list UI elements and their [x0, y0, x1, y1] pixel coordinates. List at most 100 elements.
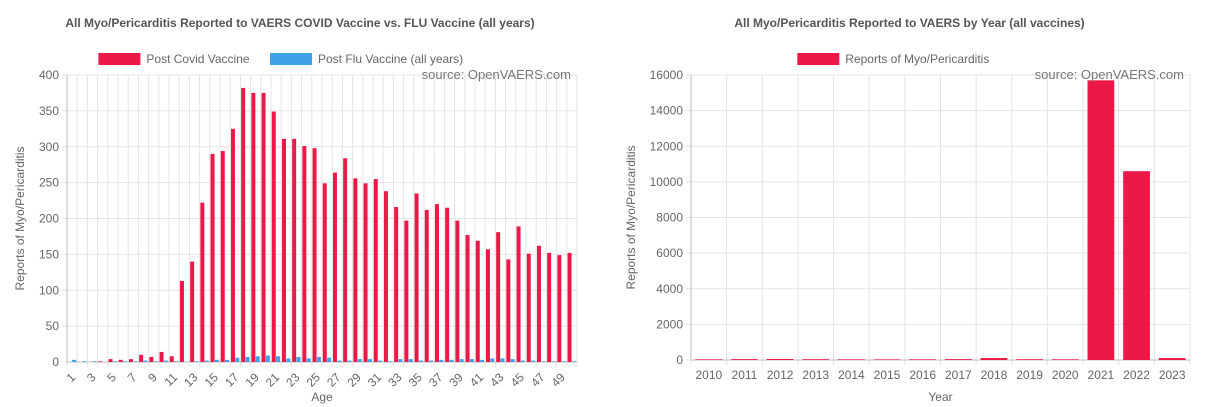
bar: [312, 148, 317, 362]
bar: [404, 220, 409, 362]
bar: [261, 92, 266, 362]
bar: [133, 361, 138, 362]
bar: [838, 359, 865, 360]
legend-label: Post Flu Vaccine (all years): [318, 52, 463, 66]
bar: [531, 360, 536, 362]
bar: [245, 356, 250, 362]
bar: [194, 361, 199, 362]
bar: [408, 359, 413, 362]
x-tick-label: 2014: [838, 368, 865, 382]
y-tick-label: 100: [39, 283, 59, 297]
legend-label: Post Covid Vaccine: [146, 52, 249, 66]
legend-swatch: [270, 53, 312, 65]
bar: [163, 360, 168, 362]
bar: [571, 361, 576, 362]
bar: [455, 220, 460, 362]
x-tick-label: 2019: [1016, 368, 1043, 382]
bar: [383, 191, 388, 362]
y-axis-title: Reports of Myo/Pericarditis: [13, 146, 27, 290]
bar: [418, 360, 423, 362]
x-tick-label: 41: [467, 370, 487, 390]
x-tick-label: 7: [125, 370, 140, 385]
legend-swatch: [98, 53, 141, 65]
bar: [1051, 359, 1079, 360]
bar: [465, 235, 470, 362]
x-tick-label: 23: [283, 370, 303, 390]
bar: [306, 358, 311, 362]
bar: [414, 193, 419, 362]
bar: [873, 359, 901, 360]
x-tick-label: 45: [508, 370, 528, 390]
bar: [490, 358, 495, 362]
bar: [695, 359, 723, 360]
bar: [485, 249, 490, 362]
bar: [496, 232, 501, 362]
bar: [434, 204, 439, 362]
x-tick-label: 9: [145, 370, 160, 385]
y-tick-label: 6000: [656, 246, 683, 260]
x-tick-label: 37: [426, 370, 446, 390]
y-tick-label: 50: [46, 319, 60, 333]
x-tick-label: 31: [365, 370, 385, 390]
x-tick-label: 2022: [1123, 368, 1150, 382]
source-annotation: source: OpenVAERS.com: [422, 67, 571, 82]
bar: [322, 183, 327, 362]
bar: [276, 356, 281, 362]
y-tick-label: 300: [39, 140, 59, 154]
y-tick-label: 200: [39, 212, 59, 226]
bar: [210, 153, 215, 362]
bar: [92, 361, 97, 362]
bar: [347, 360, 352, 362]
x-tick-label: 33: [385, 370, 405, 390]
bar: [169, 356, 174, 362]
bar: [82, 361, 87, 362]
bar: [271, 111, 276, 362]
covid-vs-flu-chart-panel: All Myo/Pericarditis Reported to VAERS C…: [0, 0, 600, 407]
y-tick-label: 150: [39, 247, 59, 261]
bar: [1087, 80, 1115, 360]
x-axis-title: Age: [311, 390, 333, 404]
bar: [357, 359, 362, 362]
bar: [98, 361, 103, 362]
bar: [302, 146, 307, 362]
bar: [235, 357, 240, 362]
legend-swatch: [797, 53, 840, 65]
bar: [429, 360, 434, 362]
bar: [332, 172, 337, 362]
bar: [179, 280, 184, 362]
x-tick-label: 49: [548, 370, 568, 390]
x-tick-label: 2012: [767, 368, 794, 382]
y-tick-label: 350: [39, 104, 59, 118]
bar: [139, 354, 144, 362]
bar: [143, 360, 148, 362]
x-tick-label: 2020: [1052, 368, 1079, 382]
x-tick-label: 1: [64, 370, 79, 385]
y-tick-label: 4000: [656, 282, 683, 296]
bar: [281, 138, 286, 362]
bar: [475, 240, 480, 362]
bar: [112, 361, 117, 362]
legend-label: Reports of Myo/Pericarditis: [845, 52, 989, 66]
bar: [378, 360, 383, 362]
bar: [174, 361, 179, 362]
bar: [190, 261, 195, 362]
x-tick-label: 19: [242, 370, 262, 390]
chart-title: All Myo/Pericarditis Reported to VAERS C…: [65, 16, 535, 30]
x-tick-label: 2018: [981, 368, 1008, 382]
bar: [108, 359, 113, 362]
bar: [567, 252, 572, 362]
bar: [944, 359, 972, 360]
bar: [265, 355, 270, 362]
bar: [363, 183, 368, 362]
x-tick-label: 21: [263, 370, 283, 390]
x-tick-label: 3: [84, 370, 99, 385]
bar: [286, 358, 291, 362]
x-tick-label: 2011: [732, 368, 758, 382]
bar: [353, 178, 358, 362]
x-tick-label: 27: [324, 370, 344, 390]
bar: [118, 359, 123, 362]
bar: [72, 359, 77, 362]
bar: [394, 207, 399, 362]
bar: [424, 209, 429, 362]
bar: [251, 92, 256, 362]
